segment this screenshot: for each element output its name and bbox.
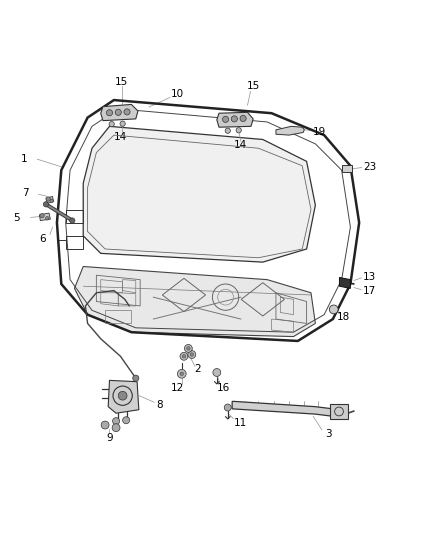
Text: 8: 8 — [156, 400, 163, 410]
Circle shape — [101, 421, 109, 429]
Text: 2: 2 — [194, 365, 201, 374]
Circle shape — [118, 391, 127, 400]
Polygon shape — [339, 278, 350, 288]
Circle shape — [106, 110, 113, 116]
Circle shape — [180, 352, 188, 360]
Circle shape — [225, 128, 230, 133]
Bar — [330, 404, 348, 419]
Polygon shape — [39, 213, 50, 221]
Circle shape — [40, 214, 44, 218]
Circle shape — [109, 122, 114, 127]
Polygon shape — [217, 112, 253, 127]
Circle shape — [236, 128, 241, 133]
Circle shape — [46, 197, 50, 201]
Circle shape — [113, 418, 120, 425]
Text: 14: 14 — [114, 132, 127, 142]
Text: 1: 1 — [21, 154, 28, 164]
Text: 23: 23 — [364, 161, 377, 172]
Text: 6: 6 — [39, 234, 46, 244]
Circle shape — [50, 199, 53, 203]
Polygon shape — [74, 266, 315, 336]
Polygon shape — [101, 104, 138, 120]
Polygon shape — [276, 126, 304, 135]
Text: 11: 11 — [233, 418, 247, 428]
Circle shape — [124, 109, 130, 115]
Circle shape — [231, 116, 237, 122]
Circle shape — [115, 109, 121, 115]
Circle shape — [188, 351, 196, 359]
Text: 9: 9 — [106, 433, 113, 443]
Circle shape — [190, 353, 194, 356]
Text: 18: 18 — [337, 312, 350, 322]
Text: 15: 15 — [247, 81, 260, 91]
Circle shape — [187, 346, 190, 350]
Circle shape — [46, 216, 49, 220]
Circle shape — [329, 305, 338, 314]
Circle shape — [120, 121, 125, 126]
Polygon shape — [83, 126, 315, 262]
Circle shape — [70, 218, 75, 223]
Text: 16: 16 — [217, 383, 230, 393]
Text: 19: 19 — [313, 127, 326, 137]
Circle shape — [133, 375, 139, 381]
Circle shape — [43, 201, 49, 207]
Polygon shape — [46, 197, 53, 204]
Polygon shape — [232, 401, 333, 416]
Text: 12: 12 — [171, 383, 184, 393]
Bar — [342, 165, 352, 172]
Circle shape — [223, 116, 229, 123]
Text: 10: 10 — [171, 90, 184, 99]
Polygon shape — [108, 381, 139, 413]
Circle shape — [224, 404, 231, 411]
Text: 7: 7 — [22, 188, 29, 198]
Text: 3: 3 — [325, 429, 332, 439]
Circle shape — [112, 424, 120, 432]
Text: 5: 5 — [13, 213, 20, 223]
Circle shape — [182, 354, 186, 358]
Circle shape — [180, 372, 184, 376]
Circle shape — [213, 368, 221, 376]
Text: 14: 14 — [234, 140, 247, 150]
Text: 15: 15 — [115, 77, 128, 87]
Circle shape — [184, 344, 192, 352]
Circle shape — [123, 417, 130, 424]
Circle shape — [177, 369, 186, 378]
Circle shape — [240, 115, 246, 122]
Text: 13: 13 — [363, 272, 376, 282]
Text: 17: 17 — [363, 286, 376, 296]
